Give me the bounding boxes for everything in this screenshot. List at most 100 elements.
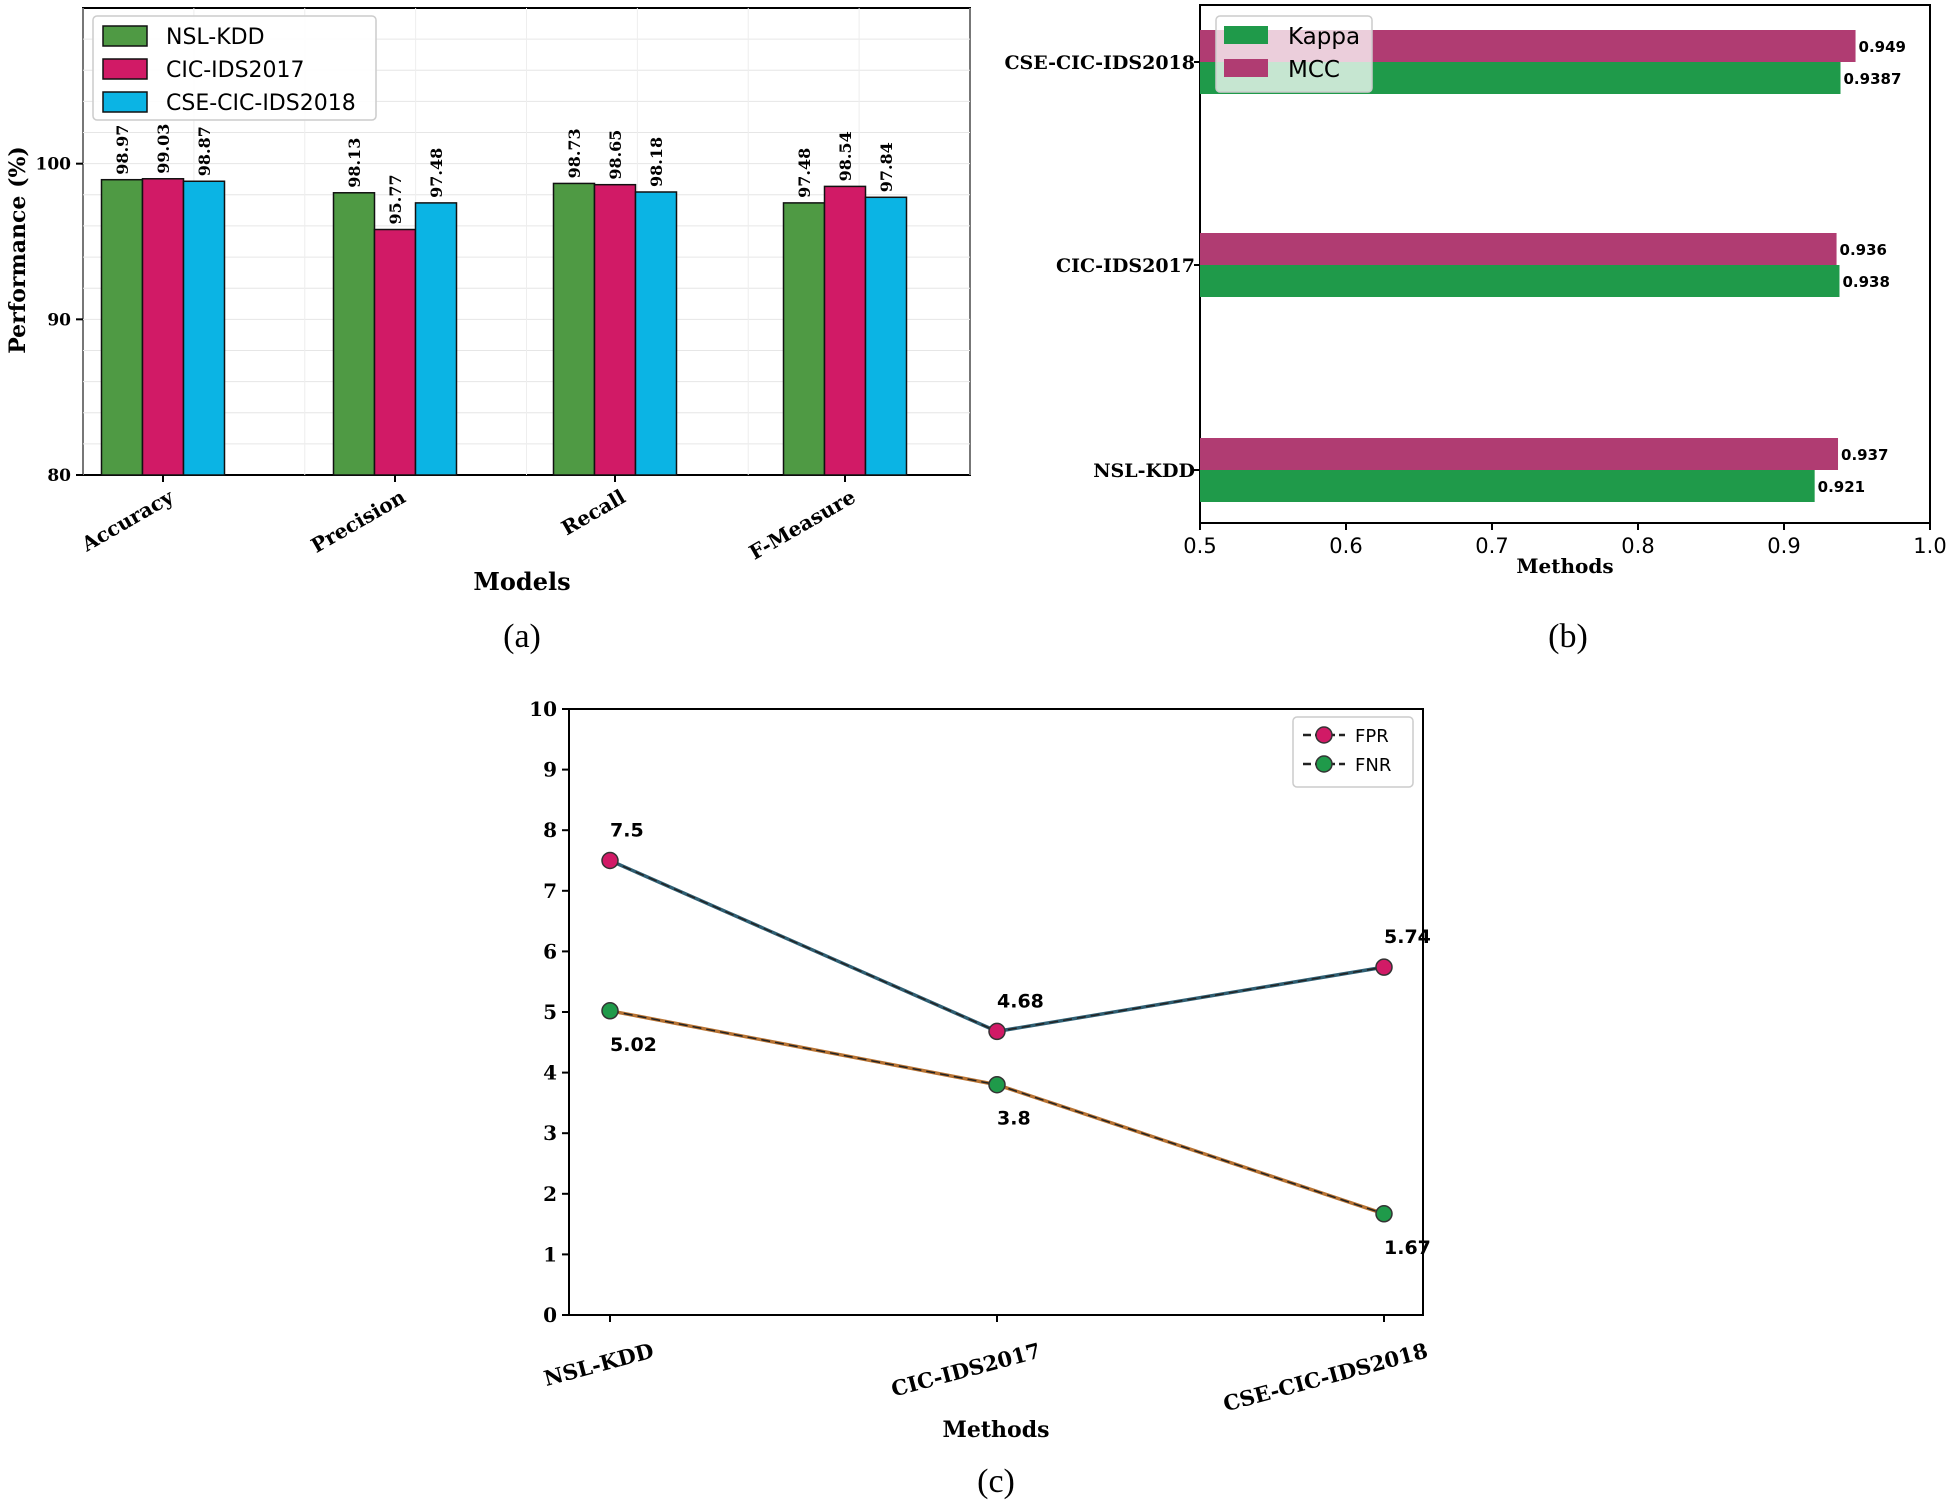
- panel-c-data-label: 4.68: [997, 990, 1044, 1012]
- panel-b-x-tick-label: 0.5: [1183, 534, 1216, 558]
- panel-a-bars: [100, 178, 908, 476]
- panel-c-data-label: 5.02: [610, 1034, 657, 1056]
- panel-a-data-label: 98.18: [647, 137, 666, 187]
- panel-a-bar: [100, 178, 144, 476]
- panel-b-x-tick-label: 0.9: [1767, 534, 1800, 558]
- panel-b-y-tick-label: NSL-KDD: [1093, 460, 1195, 482]
- panel-a-bar: [593, 183, 637, 476]
- panel-b-data-label: 0.9387: [1844, 70, 1902, 88]
- panel-c-y-tick-label: 9: [543, 758, 557, 782]
- panel-b-y-tick-label: CIC-IDS2017: [1056, 255, 1195, 277]
- panel-c-x-tick-label: CIC-IDS2017: [888, 1338, 1043, 1402]
- panel-b-x-ticks: 0.5 0.6 0.7 0.8 0.9 1.0: [1183, 523, 1947, 558]
- panel-a-bar: [332, 192, 376, 476]
- panel-a-legend-label: CIC-IDS2017: [166, 58, 305, 83]
- panel-c-data-label: 7.5: [610, 820, 644, 842]
- panel-c-data-point: [988, 1075, 1006, 1094]
- panel-b-legend-label: Kappa: [1288, 24, 1360, 50]
- panel-a-legend-label: CSE-CIC-IDS2018: [166, 91, 356, 116]
- panel-a-legend-box: [92, 15, 377, 121]
- panel-a-y-tick-label: 100: [36, 155, 72, 175]
- panel-a-data-label: 97.84: [877, 142, 896, 192]
- panel-a-data-label: 95.77: [386, 174, 405, 224]
- panel-b-bar: [1200, 470, 1815, 502]
- panel-c-data-label: 3.8: [997, 1108, 1031, 1130]
- panel-a-bar: [782, 202, 826, 476]
- panel-c-data-label: 5.74: [1384, 926, 1431, 948]
- panel-c-y-tick-label: 4: [543, 1061, 557, 1085]
- panel-a-legend-label: NSL-KDD: [166, 25, 265, 50]
- panel-a-data-label: 98.97: [113, 125, 132, 175]
- panel-c-data-point: [601, 1002, 619, 1020]
- panel-a-bar: [414, 202, 458, 476]
- panel-a-data-label: 98.54: [836, 131, 855, 181]
- panel-c-legend-label: FNR: [1355, 755, 1391, 776]
- panel-c-y-ticks: 0 1 2 3 4 5 6 7 8 9 10: [529, 697, 569, 1327]
- panel-a-data-label: 97.48: [427, 148, 446, 198]
- panel-c-legend: FPR FNR: [1292, 716, 1414, 788]
- panel-a-bar: [182, 180, 226, 476]
- panel-b-legend: Kappa MCC: [1215, 15, 1373, 93]
- panel-c-plot-frame: [568, 708, 1424, 1316]
- panel-c-caption: (c): [977, 1463, 1015, 1500]
- panel-a-data-label: 98.13: [345, 138, 364, 188]
- panel-b-caption: (b): [1548, 618, 1588, 655]
- panel-c-legend-box: [1292, 716, 1414, 788]
- panel-a-x-tick-label: Recall: [557, 484, 630, 540]
- panel-b-data-label: 0.949: [1859, 38, 1906, 56]
- panel-a-caption: (a): [503, 618, 541, 655]
- panel-c-x-tick-label: CSE-CIC-IDS2018: [1220, 1338, 1430, 1417]
- panel-b-bar: [1200, 265, 1840, 297]
- panel-a-x-tick-label: F-Measure: [745, 485, 860, 565]
- panel-a-bar-chart: 98.97 99.03 98.87 98.13 95.77 97.48 98.73 98.65…: [5, 7, 971, 655]
- panel-c-series-points: [601, 851, 1393, 1223]
- panel-c-y-tick-label: 1: [543, 1242, 557, 1266]
- panel-a-data-label: 98.65: [606, 130, 625, 180]
- panel-c-y-tick-label: 7: [543, 879, 557, 903]
- panel-a-data-label: 98.87: [195, 126, 214, 176]
- panel-b-legend-label: MCC: [1288, 57, 1340, 83]
- panel-a-bar: [634, 191, 678, 476]
- panel-b-data-label: 0.938: [1842, 273, 1889, 291]
- panel-a-data-label: 99.03: [154, 124, 173, 174]
- panel-a-data-label: 98.73: [565, 128, 584, 178]
- panel-b-x-axis-label: Methods: [1516, 554, 1613, 578]
- panel-b-data-label: 0.937: [1841, 446, 1888, 464]
- panel-c-data-point: [1375, 958, 1393, 976]
- panel-b-x-tick-label: 0.8: [1621, 534, 1654, 558]
- panel-c-data-point: [988, 1022, 1006, 1041]
- panel-a-data-label: 97.48: [795, 148, 814, 198]
- panel-c-y-tick-label: 8: [543, 818, 557, 842]
- panel-c-y-tick-label: 6: [543, 939, 557, 963]
- panel-c-legend-marker: [1315, 755, 1333, 773]
- panel-b-y-ticks: NSL-KDD CIC-IDS2017 CSE-CIC-IDS2018: [1004, 52, 1200, 482]
- panel-b-bar: [1200, 233, 1837, 265]
- panel-a-y-ticks: 80 90 100: [36, 155, 83, 486]
- panel-c-x-tick-label: NSL-KDD: [541, 1338, 656, 1391]
- panel-c-data-point: [601, 851, 619, 870]
- panel-c-y-tick-label: 5: [543, 1000, 557, 1024]
- panel-b-x-tick-label: 1.0: [1913, 534, 1946, 558]
- panel-c-legend-label: FPR: [1355, 726, 1389, 747]
- panel-b-data-label: 0.921: [1818, 478, 1865, 496]
- panel-a-y-tick-label: 80: [47, 466, 71, 486]
- panel-b-bar: [1200, 438, 1839, 470]
- panel-c-data-point: [1375, 1205, 1393, 1223]
- panel-c-y-tick-label: 3: [543, 1121, 557, 1145]
- panel-c-legend-marker: [1315, 726, 1333, 744]
- panel-a-bar: [141, 178, 185, 476]
- panel-a-x-axis-label: Models: [473, 567, 570, 596]
- panel-b-legend-swatch: [1224, 26, 1268, 44]
- panel-a-y-tick-label: 90: [47, 310, 71, 330]
- panel-a-legend-swatch: [102, 25, 148, 47]
- panel-a-x-ticks: Accuracy Precision Recall F-Measure: [77, 475, 860, 565]
- panel-a-bar: [373, 228, 417, 476]
- panel-a-data-labels: 98.97 99.03 98.87 98.13 95.77 97.48 98.73 98.65…: [113, 124, 896, 225]
- panel-a-y-axis-label: Performance (%): [5, 146, 31, 354]
- panel-a-legend-swatch: [102, 91, 148, 113]
- panel-b-legend-swatch: [1224, 59, 1268, 77]
- panel-a-legend: NSL-KDD CIC-IDS2017 CSE-CIC-IDS2018: [92, 15, 377, 121]
- panel-a-bar: [823, 185, 867, 476]
